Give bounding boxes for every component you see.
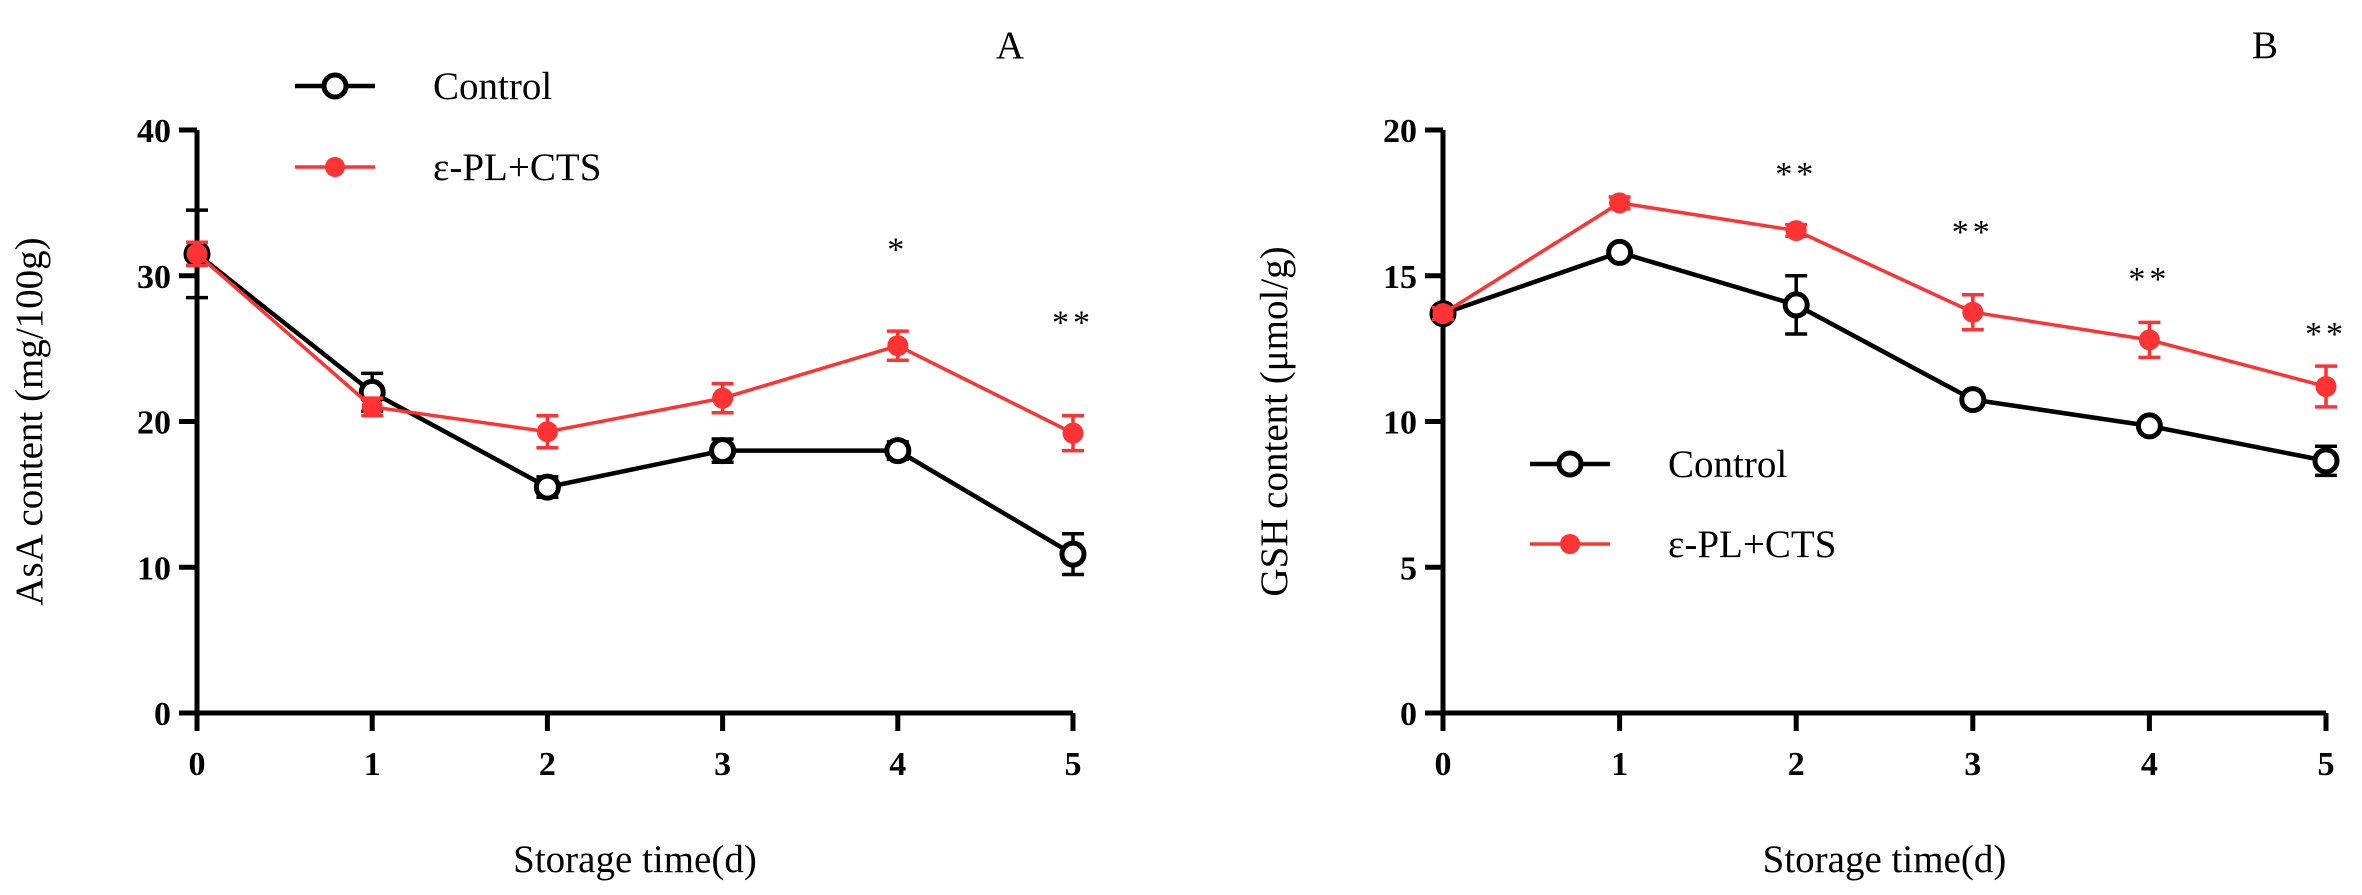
data-point bbox=[1959, 386, 1987, 414]
y-tick-label: 5 bbox=[1400, 550, 1417, 587]
data-point bbox=[1432, 303, 1454, 325]
legend-label: Control bbox=[433, 65, 552, 108]
x-tick-label: 3 bbox=[1964, 746, 1981, 783]
series-line bbox=[195, 252, 1075, 557]
x-tick-label: 3 bbox=[714, 746, 731, 783]
legend-label: Control bbox=[1668, 443, 1787, 486]
y-tick-label: 15 bbox=[1383, 259, 1417, 296]
x-tick-label: 5 bbox=[1065, 746, 1082, 783]
y-tick-label: 10 bbox=[1383, 405, 1417, 442]
panel-label: A bbox=[996, 24, 1024, 67]
series-line bbox=[195, 252, 1074, 435]
series-epl-cts bbox=[1432, 192, 2337, 409]
x-tick-label: 4 bbox=[889, 746, 906, 783]
series-epl-cts bbox=[186, 240, 1084, 453]
chart-panel-a: 0 10 20 30 40 0 1 2 3 4 5 Storage time(d) AsA conten… bbox=[8, 24, 1094, 881]
y-tick-label: 10 bbox=[137, 550, 171, 587]
x-tick-label: 2 bbox=[1788, 746, 1805, 783]
legend-item: Control bbox=[1530, 443, 1787, 486]
data-point bbox=[712, 387, 734, 409]
data-point bbox=[2135, 412, 2163, 440]
data-point bbox=[1609, 192, 1631, 214]
y-tick-label: 40 bbox=[137, 113, 171, 150]
significance-marker: * bbox=[887, 232, 908, 269]
y-tick-label: 30 bbox=[137, 259, 171, 296]
series-line bbox=[1442, 201, 2327, 389]
legend-marker bbox=[321, 72, 349, 100]
legend: Control ε-PL+CTS bbox=[1530, 443, 1836, 566]
legend: Control ε-PL+CTS bbox=[295, 65, 601, 189]
data-point bbox=[361, 396, 383, 418]
x-axis-title: Storage time(d) bbox=[1763, 838, 2007, 881]
series-control bbox=[1429, 238, 2340, 478]
legend-label: ε-PL+CTS bbox=[1668, 523, 1836, 566]
panel-label: B bbox=[2252, 24, 2278, 67]
y-tick-label: 0 bbox=[1400, 696, 1417, 733]
legend-item: Control bbox=[295, 65, 552, 108]
series-control bbox=[183, 208, 1087, 577]
x-tick-label: 0 bbox=[1435, 746, 1452, 783]
data-point bbox=[1062, 422, 1084, 444]
data-point bbox=[709, 437, 737, 465]
x-tick-label: 2 bbox=[539, 746, 556, 783]
significance-marker: ** bbox=[1775, 156, 1817, 193]
data-point bbox=[2138, 329, 2160, 351]
significance-marker: ** bbox=[1952, 214, 1994, 251]
data-point bbox=[536, 421, 558, 443]
data-point bbox=[1962, 301, 1984, 323]
y-tick-label: 20 bbox=[1383, 113, 1417, 150]
legend-label: ε-PL+CTS bbox=[433, 146, 601, 189]
data-point bbox=[1782, 291, 1810, 319]
significance-marker: ** bbox=[2305, 316, 2347, 353]
data-point bbox=[2315, 376, 2337, 398]
x-tick-label: 5 bbox=[2318, 746, 2335, 783]
y-axis-title: GSH content (μmol/g) bbox=[1253, 246, 1296, 596]
data-point bbox=[887, 335, 909, 357]
x-tick-label: 1 bbox=[1611, 746, 1628, 783]
data-point bbox=[1606, 238, 1634, 266]
significance-marker: ** bbox=[2128, 261, 2170, 298]
legend-marker bbox=[1560, 534, 1580, 554]
significance-marker: ** bbox=[1052, 304, 1094, 341]
x-tick-label: 1 bbox=[364, 746, 381, 783]
data-point bbox=[186, 243, 208, 265]
y-axis-title: AsA content (mg/100g) bbox=[8, 237, 51, 605]
legend-item: ε-PL+CTS bbox=[1530, 523, 1836, 566]
data-point bbox=[533, 473, 561, 501]
series-line bbox=[1442, 250, 2327, 464]
x-axis-title: Storage time(d) bbox=[513, 838, 757, 881]
data-point bbox=[1785, 220, 1807, 242]
legend-item: ε-PL+CTS bbox=[295, 146, 601, 189]
x-tick-label: 0 bbox=[189, 746, 206, 783]
data-point bbox=[1059, 540, 1087, 568]
y-tick-label: 20 bbox=[137, 405, 171, 442]
x-tick-label: 4 bbox=[2141, 746, 2158, 783]
legend-marker bbox=[325, 157, 345, 177]
data-point bbox=[2312, 447, 2340, 475]
y-tick-label: 0 bbox=[154, 696, 171, 733]
chart-panel-b: 0 5 10 15 20 0 1 2 3 4 5 Storage time(d) GSH content… bbox=[1253, 24, 2347, 881]
legend-marker bbox=[1556, 450, 1584, 478]
data-point bbox=[884, 437, 912, 465]
